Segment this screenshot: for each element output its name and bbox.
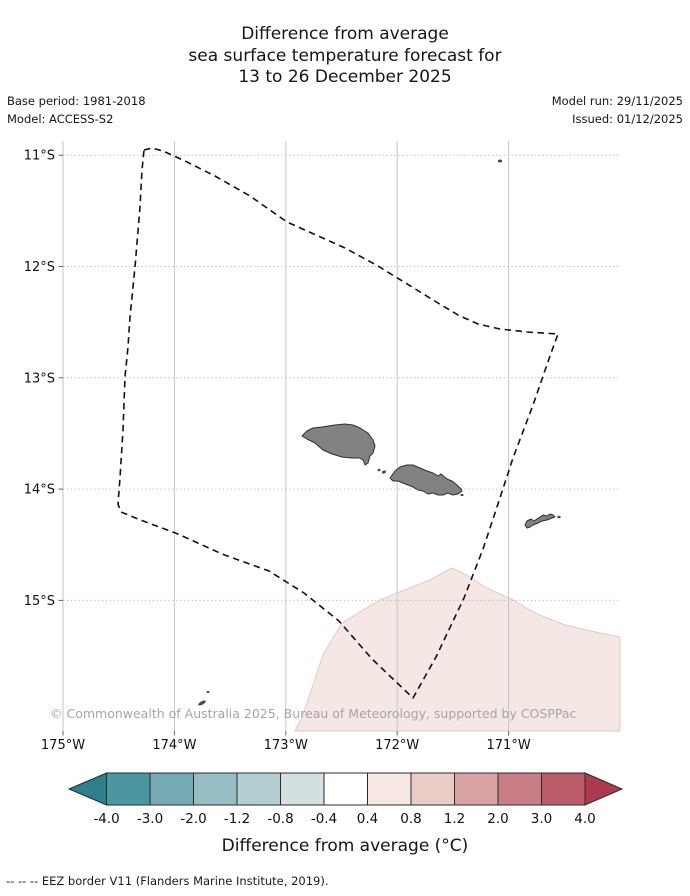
islet-manono	[381, 470, 387, 474]
y-tick-label-3: 14°S	[24, 483, 55, 498]
colorbar-segment-1	[149, 772, 194, 806]
x-tick-label-4: 171°W	[487, 738, 531, 753]
copyright-note: © Commonwealth of Australia 2025, Bureau…	[50, 706, 577, 721]
title-line-3: 13 to 26 December 2025	[238, 67, 452, 87]
colorbar-segment-9	[497, 772, 542, 806]
island-upolu	[389, 464, 463, 496]
y-tick-label-1: 12°S	[24, 260, 55, 275]
y-tick-label-4: 15°S	[24, 594, 55, 609]
colorbar-segment-10	[541, 772, 586, 806]
eez-legend-note: -- -- -- EEZ border V11 (Flanders Marine…	[6, 874, 329, 888]
colorbar-tick-label-3: -1.2	[224, 811, 250, 827]
colorbar-tick-label-1: -3.0	[137, 811, 163, 827]
meta-model: Model: ACCESS-S2	[7, 112, 114, 126]
colorbar-segment-2	[193, 772, 238, 806]
colorbar-segment-6	[367, 772, 412, 806]
colorbar-right-arrow	[584, 772, 624, 806]
title-line-2: sea surface temperature forecast for	[188, 45, 502, 66]
islet-aunuu	[557, 515, 561, 519]
colorbar-segment-0	[106, 772, 151, 806]
colorbar-segment-5	[323, 772, 368, 806]
colorbar-tick-label-10: 3.0	[531, 811, 552, 827]
colorbar-segment-7	[410, 772, 455, 806]
x-tick-label-1: 174°W	[152, 738, 196, 753]
colorbar-tick-label-6: 0.4	[357, 811, 378, 827]
colorbar-tick-label-8: 1.2	[444, 811, 465, 827]
islet-apolima	[377, 468, 381, 472]
meta-base-period: Base period: 1981-2018	[7, 94, 146, 108]
meta-model-run: Model run: 29/11/2025	[551, 94, 683, 108]
colorbar-tick-label-9: 2.0	[487, 811, 508, 827]
colorbar-segment-4	[280, 772, 325, 806]
colorbar-segment-3	[236, 772, 281, 806]
islet-swains	[497, 159, 503, 163]
y-tick-label-0: 11°S	[24, 149, 55, 164]
colorbar-left-arrow	[67, 772, 107, 806]
colorbar-tick-label-2: -2.0	[180, 811, 206, 827]
eez-border	[117, 147, 559, 699]
x-tick-label-2: 173°W	[264, 738, 308, 753]
figure-title: Difference from average sea surface temp…	[0, 24, 690, 89]
y-tick-label-2: 13°S	[24, 371, 55, 386]
x-tick-label-3: 172°W	[375, 738, 419, 753]
islet-tafahi	[206, 690, 210, 694]
colorbar-segment-8	[454, 772, 499, 806]
colorbar-tick-label-5: -0.4	[311, 811, 337, 827]
meta-issued: Issued: 01/12/2025	[572, 112, 683, 126]
colorbar-tick-label-7: 0.8	[400, 811, 421, 827]
island-tutuila	[524, 513, 556, 529]
x-tick-label-0: 175°W	[41, 738, 85, 753]
island-savaii	[301, 423, 376, 466]
colorbar-tick-label-11: 4.0	[574, 811, 595, 827]
title-line-1: Difference from average	[241, 24, 449, 44]
islet-niuatoputapu	[198, 700, 206, 706]
islet-nuutele	[460, 493, 464, 497]
colorbar-tick-label-4: -0.8	[267, 811, 293, 827]
colorbar-tick-label-0: -4.0	[93, 811, 119, 827]
colorbar-title: Difference from average (°C)	[221, 836, 469, 856]
